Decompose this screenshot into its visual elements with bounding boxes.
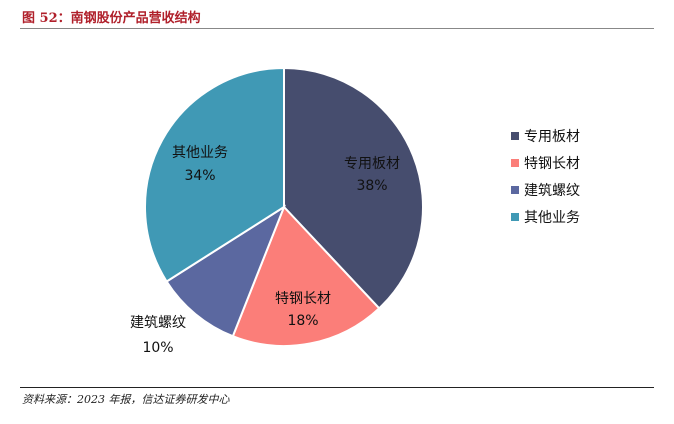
legend-label: 专用板材 — [524, 129, 580, 145]
legend-swatch — [511, 213, 519, 221]
pie-slice-3 — [165, 204, 287, 338]
slice-name-label: 特钢长材 — [275, 291, 331, 307]
title-divider — [20, 28, 654, 29]
legend-swatch — [511, 186, 519, 194]
figure-title: 图 52：南钢股份产品营收结构 — [22, 11, 201, 26]
legend-swatch — [511, 132, 519, 140]
slice-percent-label: 18% — [287, 313, 318, 329]
slice-percent-label: 38% — [356, 178, 387, 194]
slice-percent-label: 34% — [184, 168, 215, 184]
pie-labels: 专用板材 38% 特钢长材 18% 建筑螺纹 10% 其他业务 34% — [130, 145, 400, 356]
slice-name-label: 专用板材 — [344, 156, 400, 172]
slice-name-label: 其他业务 — [172, 145, 228, 161]
slice-percent-label: 10% — [142, 340, 173, 356]
slice-name-label: 建筑螺纹 — [130, 315, 186, 331]
legend-label: 建筑螺纹 — [524, 183, 580, 199]
legend-label: 特钢长材 — [524, 156, 580, 172]
legend-swatch — [511, 159, 519, 167]
pie-slice-1 — [283, 66, 424, 310]
pie-slice-2 — [231, 205, 381, 347]
legend-label: 其他业务 — [524, 210, 580, 226]
pie-slices — [144, 66, 424, 347]
source-divider — [20, 387, 654, 388]
source-note: 资料来源：2023 年报，信达证券研发中心 — [22, 393, 230, 406]
pie-slice-4 — [144, 66, 285, 283]
